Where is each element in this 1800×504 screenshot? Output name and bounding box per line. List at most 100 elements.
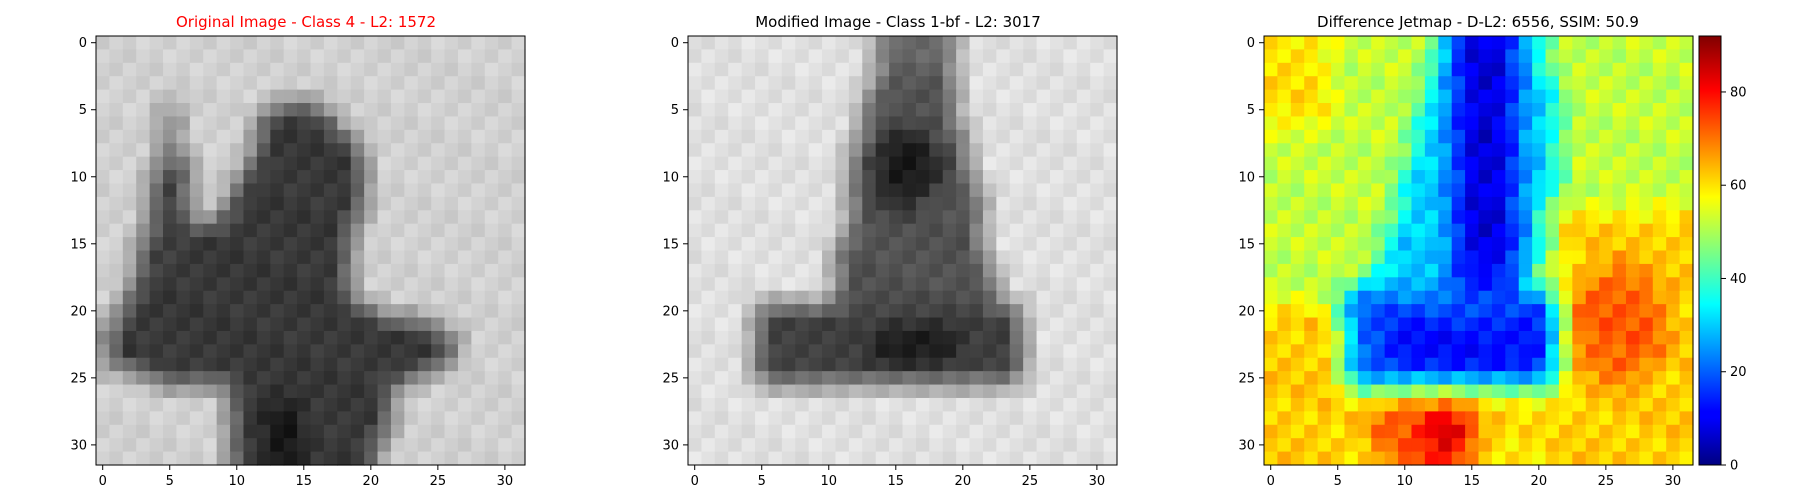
- pixel-cell: [256, 196, 271, 211]
- pixel-cell: [1277, 277, 1292, 292]
- pixel-cell: [270, 344, 285, 359]
- pixel-cell: [390, 397, 405, 412]
- pixel-cell: [795, 49, 810, 64]
- pixel-cell: [337, 156, 352, 171]
- pixel-cell: [1438, 49, 1453, 64]
- pixel-cell: [1532, 411, 1547, 426]
- pixel-cell: [1398, 357, 1413, 372]
- pixel-cell: [982, 49, 997, 64]
- pixel-cell: [915, 397, 930, 412]
- pixel-cell: [1304, 103, 1319, 118]
- pixel-cell: [956, 76, 971, 91]
- pixel-cell: [1518, 89, 1533, 104]
- pixel-cell: [1599, 223, 1614, 238]
- x-tick-label: 15: [296, 474, 313, 489]
- pixel-cell: [176, 143, 191, 158]
- pixel-cell: [714, 290, 729, 305]
- pixel-cell: [1438, 223, 1453, 238]
- pixel-cell: [377, 277, 392, 292]
- pixel-cell: [364, 223, 379, 238]
- pixel-cell: [808, 62, 823, 77]
- pixel-cell: [350, 223, 365, 238]
- pixel-cell: [122, 424, 137, 439]
- pixel-cell: [203, 156, 218, 171]
- pixel-cell: [1009, 116, 1024, 131]
- pixel-cell: [1009, 156, 1024, 171]
- pixel-cell: [270, 143, 285, 158]
- pixel-cell: [1304, 424, 1319, 439]
- pixel-cell: [1049, 263, 1064, 278]
- pixel-cell: [243, 357, 258, 372]
- pixel-cell: [149, 49, 164, 64]
- pixel-cell: [377, 183, 392, 198]
- pixel-cell: [1090, 183, 1105, 198]
- pixel-cell: [377, 411, 392, 426]
- pixel-cell: [1599, 438, 1614, 453]
- pixel-cell: [1009, 290, 1024, 305]
- pixel-cell: [1679, 263, 1694, 278]
- pixel-cell: [1478, 116, 1493, 131]
- pixel-cell: [189, 304, 204, 319]
- pixel-cell: [1639, 62, 1654, 77]
- pixel-cell: [1424, 317, 1439, 332]
- pixel-cell: [1518, 103, 1533, 118]
- pixel-cell: [350, 103, 365, 118]
- x-tick-label: 15: [1464, 474, 1481, 489]
- pixel-cell: [755, 304, 770, 319]
- pixel-cell: [1652, 263, 1667, 278]
- pixel-cell: [498, 250, 513, 265]
- pixel-cell: [1639, 103, 1654, 118]
- pixel-cell: [1666, 290, 1681, 305]
- pixel-cell: [822, 49, 837, 64]
- pixel-cell: [417, 371, 432, 386]
- pixel-cell: [956, 263, 971, 278]
- pixel-cell: [741, 143, 756, 158]
- pixel-cell: [1518, 290, 1533, 305]
- pixel-cell: [875, 397, 890, 412]
- pixel-cell: [1625, 371, 1640, 386]
- pixel-cell: [122, 49, 137, 64]
- pixel-cell: [1304, 116, 1319, 131]
- pixel-cell: [176, 290, 191, 305]
- pixel-cell: [755, 277, 770, 292]
- pixel-cell: [1612, 237, 1627, 252]
- pixel-cell: [728, 223, 743, 238]
- pixel-cell: [1264, 116, 1279, 131]
- pixel-cell: [1625, 263, 1640, 278]
- pixel-cell: [1036, 62, 1051, 77]
- pixel-cell: [1304, 317, 1319, 332]
- pixel-cell: [848, 143, 863, 158]
- pixel-cell: [256, 237, 271, 252]
- pixel-cell: [996, 183, 1011, 198]
- pixel-cell: [1036, 290, 1051, 305]
- pixel-cell: [323, 62, 338, 77]
- pixel-cell: [1558, 143, 1573, 158]
- pixel-cell: [1424, 424, 1439, 439]
- pixel-cell: [377, 76, 392, 91]
- pixel-cell: [1505, 129, 1520, 144]
- pixel-cell: [1103, 371, 1118, 386]
- pixel-cell: [915, 170, 930, 185]
- y-tick-label: 5: [79, 103, 87, 118]
- pixel-cell: [1558, 223, 1573, 238]
- pixel-cell: [1331, 116, 1346, 131]
- pixel-cell: [1558, 451, 1573, 466]
- pixel-cell: [163, 397, 178, 412]
- pixel-cell: [822, 210, 837, 225]
- pixel-cell: [1532, 223, 1547, 238]
- pixel-cell: [728, 237, 743, 252]
- pixel-cell: [1398, 330, 1413, 345]
- pixel-cell: [189, 451, 204, 466]
- pixel-cell: [404, 210, 419, 225]
- pixel-cell: [163, 290, 178, 305]
- pixel-cell: [1398, 263, 1413, 278]
- pixel-cell: [1518, 330, 1533, 345]
- pixel-cell: [1532, 103, 1547, 118]
- pixel-cell: [109, 116, 124, 131]
- pixel-cell: [835, 183, 850, 198]
- pixel-cell: [1290, 263, 1305, 278]
- pixel-cell: [942, 411, 957, 426]
- pixel-cell: [1023, 277, 1038, 292]
- pixel-cell: [216, 62, 231, 77]
- pixel-cell: [768, 129, 783, 144]
